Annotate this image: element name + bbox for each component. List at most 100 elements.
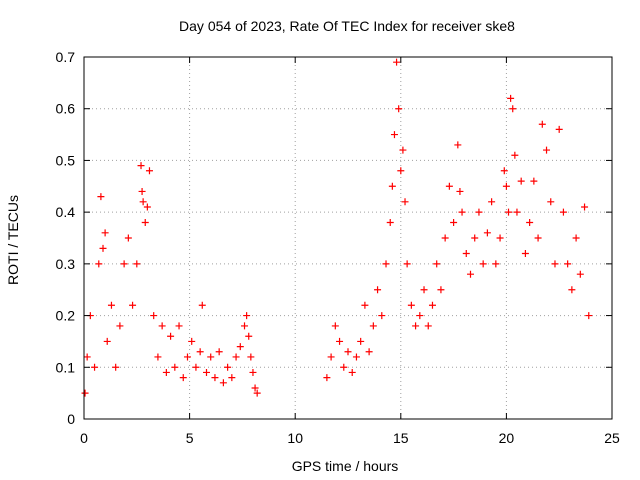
data-point (81, 389, 89, 397)
data-point (559, 208, 567, 216)
data-points (81, 58, 593, 397)
data-point (120, 260, 128, 268)
data-point (445, 182, 453, 190)
y-tick-label: 0.6 (56, 101, 76, 117)
data-point (456, 187, 464, 195)
y-tick-label: 0.7 (56, 49, 76, 65)
y-tick-label: 0 (67, 411, 75, 427)
data-point (336, 337, 344, 345)
data-point (397, 167, 405, 175)
data-point (175, 322, 183, 330)
data-point (232, 353, 240, 361)
data-point (378, 312, 386, 320)
y-tick-label: 0.5 (56, 152, 76, 168)
data-point (107, 301, 115, 309)
data-point (245, 332, 253, 340)
data-point (428, 301, 436, 309)
data-point (228, 374, 236, 382)
data-point (572, 234, 580, 242)
data-point (99, 244, 107, 252)
data-point (202, 368, 210, 376)
data-point (511, 151, 519, 159)
data-point (183, 353, 191, 361)
y-tick-label: 0.1 (56, 359, 76, 375)
data-point (576, 270, 584, 278)
data-point (538, 120, 546, 128)
data-point (357, 337, 365, 345)
data-point (433, 260, 441, 268)
data-point (340, 363, 348, 371)
data-point (348, 368, 356, 376)
data-point (154, 353, 162, 361)
data-point (365, 348, 373, 356)
data-point (407, 301, 415, 309)
data-point (236, 343, 244, 351)
data-point (116, 322, 124, 330)
x-tick-label: 25 (604, 430, 620, 446)
x-axis-label: GPS time / hours (292, 458, 399, 474)
data-point (162, 368, 170, 376)
data-point (150, 312, 158, 320)
x-tick-label: 10 (287, 430, 303, 446)
data-point (327, 353, 335, 361)
x-tick-label: 15 (393, 430, 409, 446)
data-point (219, 379, 227, 387)
data-point (198, 301, 206, 309)
data-point (196, 348, 204, 356)
data-point (507, 94, 515, 102)
data-point (509, 105, 517, 113)
data-point (517, 177, 525, 185)
data-point (471, 234, 479, 242)
data-point (141, 218, 149, 226)
data-point (416, 312, 424, 320)
data-point (243, 312, 251, 320)
data-point (475, 208, 483, 216)
data-point (192, 363, 200, 371)
data-point (492, 260, 500, 268)
data-point (253, 389, 261, 397)
plot-frame (83, 56, 613, 420)
data-point (323, 374, 331, 382)
data-point (437, 286, 445, 294)
x-tick-label: 0 (80, 430, 88, 446)
data-point (388, 182, 396, 190)
data-point (530, 177, 538, 185)
data-point (129, 301, 137, 309)
data-point (103, 337, 111, 345)
y-axis: 0 0.1 0.2 0.3 0.4 0.5 0.6 0.7 (56, 49, 612, 427)
data-point (526, 218, 534, 226)
x-tick-label: 20 (499, 430, 515, 446)
data-point (352, 353, 360, 361)
data-point (543, 146, 551, 154)
data-point (454, 141, 462, 149)
data-point (403, 260, 411, 268)
data-point (551, 260, 559, 268)
x-tick-label: 5 (186, 430, 194, 446)
data-point (138, 187, 146, 195)
data-point (179, 374, 187, 382)
data-point (369, 322, 377, 330)
grid (84, 57, 612, 419)
data-point (207, 353, 215, 361)
data-point (91, 363, 99, 371)
data-point (401, 198, 409, 206)
data-point (171, 363, 179, 371)
data-point (143, 203, 151, 211)
data-point (382, 260, 390, 268)
data-point (188, 337, 196, 345)
data-point (496, 234, 504, 242)
data-point (458, 208, 466, 216)
data-point (331, 322, 339, 330)
data-point (97, 193, 105, 201)
x-axis: 0 5 10 15 20 25 (80, 57, 620, 446)
y-tick-label: 0.2 (56, 308, 76, 324)
data-point (585, 312, 593, 320)
data-point (224, 363, 232, 371)
data-point (483, 229, 491, 237)
data-point (555, 125, 563, 133)
data-point (547, 198, 555, 206)
data-point (466, 270, 474, 278)
data-point (390, 131, 398, 139)
data-point (83, 353, 91, 361)
data-point (211, 374, 219, 382)
